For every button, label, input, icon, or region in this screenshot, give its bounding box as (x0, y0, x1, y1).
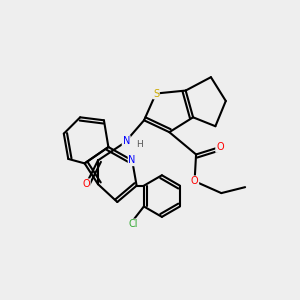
Text: S: S (153, 88, 159, 98)
Text: O: O (216, 142, 224, 152)
Text: O: O (191, 176, 198, 186)
Text: Cl: Cl (129, 219, 138, 229)
Text: H: H (136, 140, 143, 148)
Text: O: O (82, 179, 90, 189)
Text: N: N (128, 155, 136, 165)
Text: N: N (122, 136, 130, 146)
